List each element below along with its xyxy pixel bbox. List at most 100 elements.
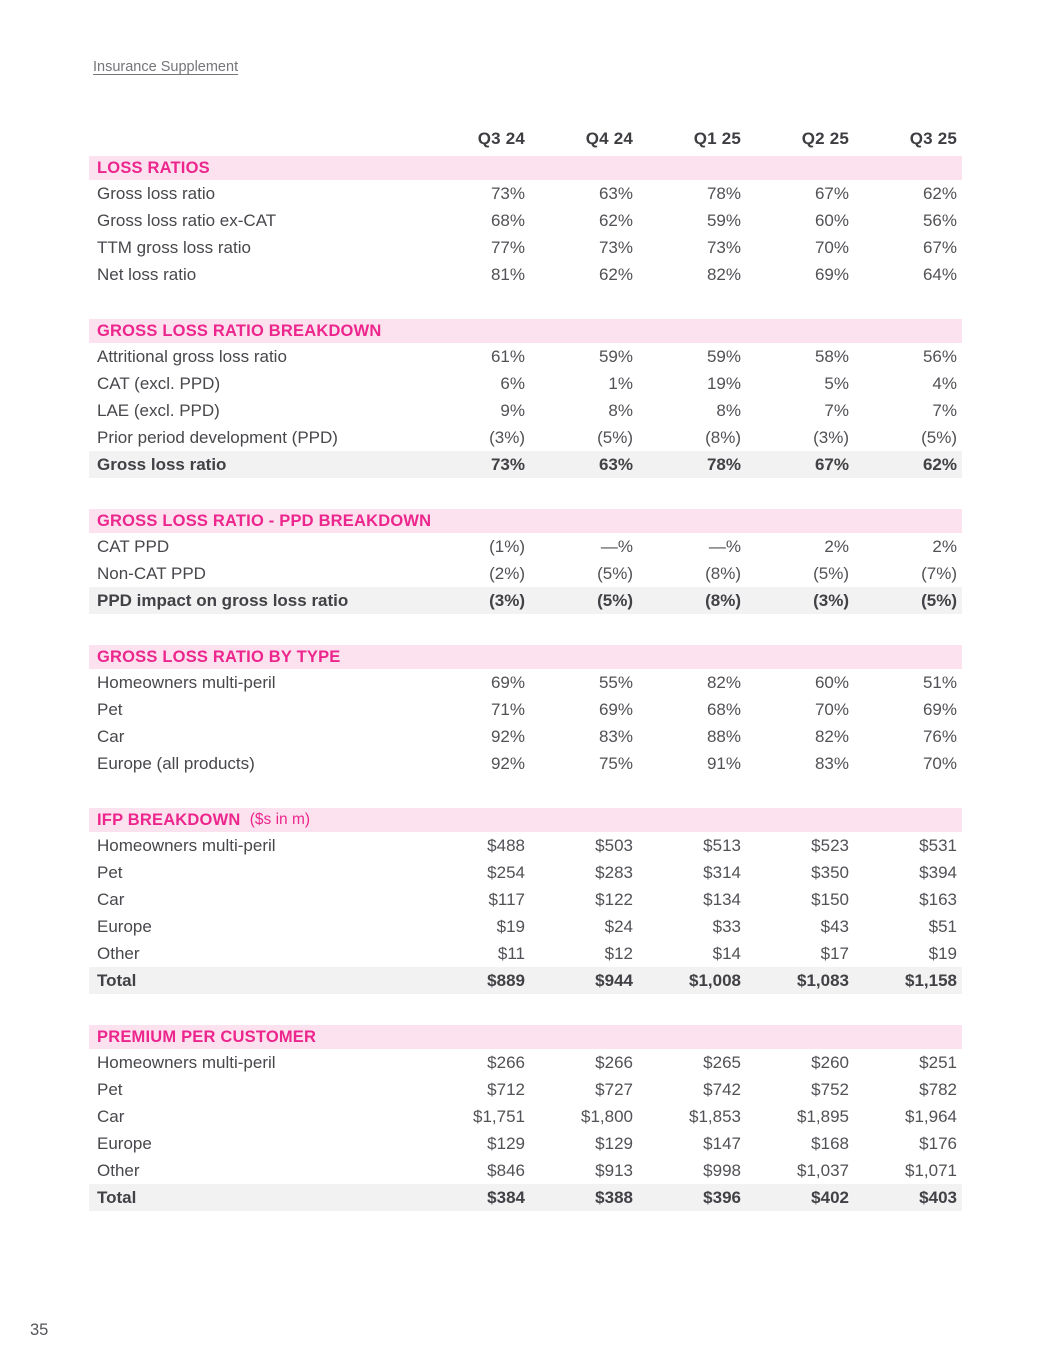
row-value: (3%) [489, 427, 525, 447]
row-value: (8%) [705, 427, 741, 447]
row-value: 82% [814, 726, 849, 746]
row-value: 63% [598, 454, 633, 474]
row-value: 67% [814, 183, 849, 203]
table-row: LAE (excl. PPD) 9% 8% 8% 7% 7% [89, 397, 962, 424]
row-value: (2%) [489, 563, 525, 583]
section-title: LOSS RATIOS [97, 158, 210, 177]
row-value: 7% [932, 400, 957, 420]
section-title: GROSS LOSS RATIO BY TYPE [97, 647, 341, 666]
row-value: (5%) [921, 427, 957, 447]
financial-tables: Q3 24 Q4 24 Q1 25 Q2 25 Q3 25 LOSS RATIOS Gro… [89, 129, 962, 1242]
row-value: $163 [919, 889, 957, 909]
table-row: Total $889 $944 $1,008 $1,083 $1,158 [89, 967, 962, 994]
row-value: $19 [496, 916, 525, 936]
row-value: $251 [919, 1052, 957, 1072]
row-value: (5%) [597, 563, 633, 583]
row-value: 69% [922, 699, 957, 719]
row-value: $350 [811, 862, 849, 882]
row-value: $913 [595, 1160, 633, 1180]
row-label: Attritional gross loss ratio [97, 346, 287, 366]
column-header: Q4 24 [585, 129, 633, 148]
row-value: $712 [487, 1079, 525, 1099]
table-row: Europe (all products) 92% 75% 91% 83% 70% [89, 750, 962, 777]
row-value: 78% [706, 183, 741, 203]
row-value: $122 [595, 889, 633, 909]
row-label: Homeowners multi-peril [97, 672, 276, 692]
row-label: Europe [97, 916, 152, 936]
row-value: (5%) [921, 590, 957, 610]
row-label: Car [97, 889, 125, 909]
row-label: TTM gross loss ratio [97, 237, 251, 257]
row-value: $402 [811, 1187, 849, 1207]
row-value: $998 [703, 1160, 741, 1180]
row-value: 5% [824, 373, 849, 393]
row-value: 67% [814, 454, 849, 474]
row-label: Car [97, 1106, 125, 1126]
insurance-supplement-link[interactable]: Insurance Supplement [93, 59, 239, 75]
row-value: 68% [706, 699, 741, 719]
row-value: (3%) [813, 590, 849, 610]
row-value: 55% [598, 672, 633, 692]
row-value: 91% [706, 753, 741, 773]
row-value: 2% [824, 536, 849, 556]
section-title: IFP BREAKDOWN [97, 810, 241, 829]
row-value: $889 [487, 970, 525, 990]
row-label: Europe [97, 1133, 152, 1153]
row-label: Gross loss ratio [97, 183, 216, 203]
row-value: $727 [595, 1079, 633, 1099]
row-value: 56% [922, 346, 957, 366]
row-label: Europe (all products) [97, 753, 255, 773]
table-section: GROSS LOSS RATIO - PPD BREAKDOWN CAT PPD (… [89, 509, 962, 614]
row-value: 60% [814, 210, 849, 230]
row-value: $11 [497, 943, 525, 963]
row-value: 69% [598, 699, 633, 719]
row-label: Non-CAT PPD [97, 563, 206, 583]
row-value: 8% [608, 400, 633, 420]
row-value: $944 [595, 970, 633, 990]
table-row: Homeowners multi-peril 69% 55% 82% 60% 51% [89, 669, 962, 696]
row-label: LAE (excl. PPD) [97, 400, 220, 420]
row-value: 68% [490, 210, 525, 230]
row-value: 81% [490, 264, 525, 284]
row-value: $503 [595, 835, 633, 855]
row-value: $1,071 [905, 1160, 957, 1180]
section-title-suffix: ($s in m) [245, 811, 311, 828]
row-value: 73% [706, 237, 741, 257]
row-value: $129 [487, 1133, 525, 1153]
table-row: Car $1,751 $1,800 $1,853 $1,895 $1,964 [89, 1103, 962, 1130]
row-value: 2% [932, 536, 957, 556]
row-value: 9% [500, 400, 525, 420]
section-header-band: LOSS RATIOS [89, 156, 962, 180]
row-value: (5%) [597, 427, 633, 447]
row-value: 70% [922, 753, 957, 773]
table-row: Homeowners multi-peril $488 $503 $513 $523 $5… [89, 832, 962, 859]
row-value: $1,895 [797, 1106, 849, 1126]
section-header-band: GROSS LOSS RATIO BY TYPE [89, 645, 962, 669]
table-section: LOSS RATIOS Gross loss ratio 73% 63% 78% 67% 6… [89, 156, 962, 288]
row-value: $147 [703, 1133, 741, 1153]
section-title: GROSS LOSS RATIO - PPD BREAKDOWN [97, 511, 432, 530]
row-value: 83% [814, 753, 849, 773]
row-value: $266 [487, 1052, 525, 1072]
row-value: 7% [824, 400, 849, 420]
row-value: 4% [932, 373, 957, 393]
table-row: Net loss ratio 81% 62% 82% 69% 64% [89, 261, 962, 288]
row-label: Gross loss ratio [97, 454, 227, 474]
row-label: Pet [97, 1079, 123, 1099]
row-label: Pet [97, 699, 123, 719]
row-value: $33 [712, 916, 741, 936]
row-value: 69% [814, 264, 849, 284]
row-label: Car [97, 726, 125, 746]
section-title: PREMIUM PER CUSTOMER [97, 1027, 317, 1046]
row-value: $254 [487, 862, 525, 882]
table-row: CAT PPD (1%) —% —% 2% 2% [89, 533, 962, 560]
row-value: 71% [490, 699, 525, 719]
row-value: 59% [706, 210, 741, 230]
table-row: Pet 71% 69% 68% 70% 69% [89, 696, 962, 723]
row-value: 82% [706, 264, 741, 284]
table-row: Total $384 $388 $396 $402 $403 [89, 1184, 962, 1211]
row-value: $43 [820, 916, 849, 936]
table-section: PREMIUM PER CUSTOMER Homeowners multi-per… [89, 1025, 962, 1211]
section-title: GROSS LOSS RATIO BREAKDOWN [97, 321, 382, 340]
row-value: $1,853 [689, 1106, 741, 1126]
